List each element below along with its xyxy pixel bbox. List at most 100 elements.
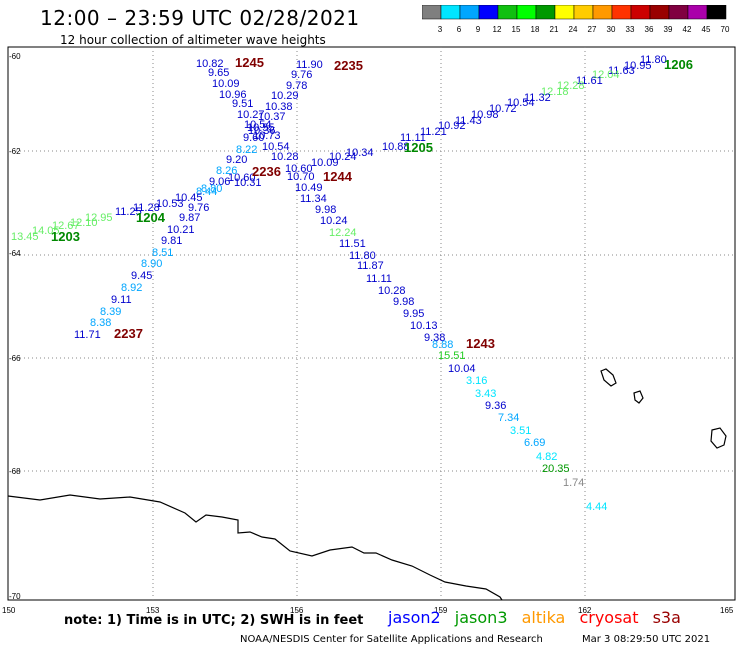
wave-height-value: 12.24 [329,227,357,239]
wave-height-value: 10.55 [247,122,275,134]
wave-height-value: 10.09 [311,157,339,169]
wave-height-value: 15.51 [438,350,466,362]
color-scale-label: 3 [438,25,443,34]
wave-height-value: 9.20 [226,154,247,166]
wave-height-value: 10.98 [471,109,499,121]
wave-height-value: 9.60 [243,132,264,144]
lon-label: 165 [720,606,734,615]
legend-jason3: jason3 [454,608,508,627]
color-swatch [459,5,480,20]
wave-height-value: 10.24 [329,151,357,163]
wave-height-value: 12.67 [52,220,80,232]
wave-height-value: 10.54 [244,119,272,131]
lat-label: -62 [9,147,21,156]
wave-height-value: 9.76 [291,69,312,81]
color-scale-label: 27 [588,25,597,34]
color-scale-label: 6 [457,25,462,34]
wave-height-value: 11.32 [524,92,551,104]
island [710,427,727,449]
wave-height-value: 10.13 [410,320,438,332]
color-swatch [573,5,594,20]
wave-height-value: 10.73 [253,130,281,142]
wave-height-value: 11.80 [640,54,667,66]
wave-height-value: 10.28 [271,151,299,163]
lat-label: -66 [9,354,21,363]
wave-height-value: 12.28 [557,80,585,92]
wave-height-value: 9.76 [188,202,209,214]
color-swatch [422,5,442,20]
wave-height-value: 10.24 [320,215,348,227]
wave-height-value: 1.74 [563,477,584,489]
wave-height-value: 10.45 [175,192,203,204]
wave-height-value: 9.51 [232,98,253,110]
wave-height-value: 10.09 [212,78,240,90]
color-swatch [440,5,461,20]
wave-height-value: 20.35 [542,463,570,475]
color-scale-label: 9 [476,25,481,34]
footer-credit: NOAA/NESDIS Center for Satellite Applica… [240,634,543,645]
wave-height-value: 9.81 [161,235,182,247]
wave-height-value: 10.31 [234,177,262,189]
wave-height-value: 11.11 [366,273,392,285]
page-subtitle: 12 hour collection of altimeter wave hei… [60,33,326,47]
track-time-label: 2235 [334,58,363,73]
wave-height-value: 10.36 [248,125,276,137]
track-time-label: 1244 [323,169,353,184]
color-scale-label: 18 [531,25,540,34]
color-swatch [687,5,708,20]
color-scale-label: 15 [512,25,521,34]
wave-height-value: 12.10 [70,217,98,229]
wave-height-value: 11.11 [400,132,426,144]
lat-label: -64 [9,249,21,258]
wave-height-value: 11.90 [296,59,323,71]
color-scale-label: 45 [702,25,711,34]
lat-label: -68 [9,467,21,476]
wave-height-value: 11.21 [420,126,447,138]
wave-height-value: 8.92 [121,282,142,294]
wave-height-value: 9.95 [403,308,424,320]
wave-height-value: 6.69 [524,437,545,449]
color-swatch [554,5,575,20]
coastline [7,494,503,601]
wave-height-value: 3.16 [466,375,487,387]
color-swatch [630,5,651,20]
color-swatch [516,5,537,20]
map-frame [7,46,736,601]
wave-height-value: 10.82 [196,58,224,70]
wave-height-value: 8.39 [100,306,121,318]
wave-height-value: 8.26 [216,165,237,177]
wave-height-value: 10.34 [346,147,374,159]
color-swatch [535,5,556,20]
wave-height-value: 3.43 [475,388,496,400]
lon-label: 153 [146,606,160,615]
color-scale-label: 30 [607,25,616,34]
color-scale-label: 42 [683,25,692,34]
island [600,368,617,387]
color-scale-label: 24 [569,25,578,34]
wave-height-value: 10.96 [219,89,247,101]
wave-height-value: 9.78 [286,80,307,92]
wave-height-value: 10.04 [448,363,476,375]
track-time-label: 2236 [252,164,281,179]
wave-height-value: 10.49 [295,182,323,194]
wave-height-value: 10.54 [262,141,290,153]
wave-height-value: 11.34 [300,193,327,205]
lon-label: 159 [434,606,448,615]
track-time-label: 2237 [114,326,143,341]
wave-height-value: 10.70 [287,171,315,183]
wave-height-value: 11.80 [349,250,376,262]
color-swatch [668,5,689,20]
wave-height-value: 4.82 [536,451,557,463]
track-time-label: 1206 [664,57,693,72]
lon-label: 150 [2,606,16,615]
legend-altika: altika [521,608,566,627]
wave-height-value: 9.11 [111,294,132,306]
wave-height-value: 11.71 [74,329,101,341]
wave-height-value: 9.98 [315,204,336,216]
track-time-label: 1243 [466,336,495,351]
wave-height-value: 10.21 [167,224,195,236]
track-time-label: 1245 [235,55,264,70]
color-swatch [478,5,499,20]
